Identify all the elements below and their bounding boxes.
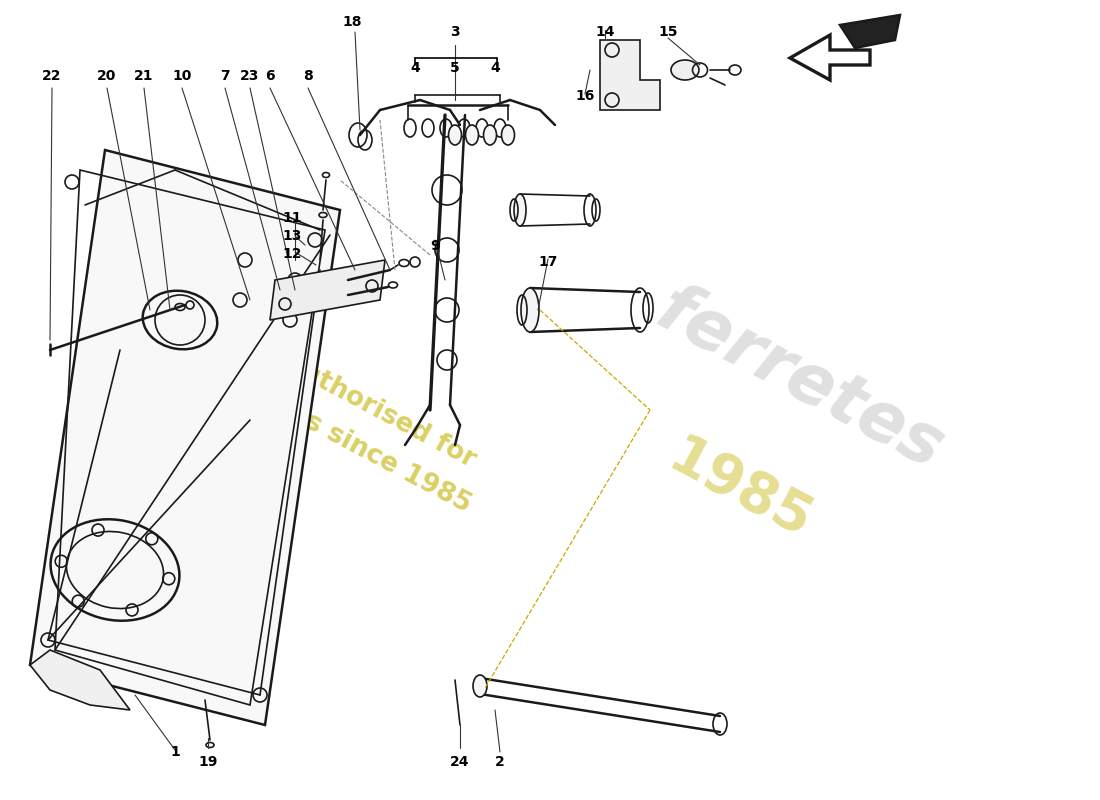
Ellipse shape [484,125,496,145]
Text: 22: 22 [42,69,62,83]
Ellipse shape [521,288,539,332]
Text: 12: 12 [283,247,301,261]
Text: 21: 21 [134,69,154,83]
Polygon shape [30,150,340,725]
Ellipse shape [671,60,698,80]
Text: 4: 4 [491,61,499,75]
Text: 7: 7 [220,69,230,83]
Text: 3: 3 [450,25,460,39]
Text: 1: 1 [170,745,180,759]
Ellipse shape [502,125,515,145]
Text: 10: 10 [173,69,191,83]
Ellipse shape [473,675,487,697]
Text: 17: 17 [538,255,558,269]
Text: 16: 16 [575,89,595,103]
Text: 24: 24 [450,755,470,769]
Text: 9: 9 [430,239,440,253]
Text: 23: 23 [240,69,260,83]
Text: 4: 4 [410,61,420,75]
Text: 15: 15 [658,25,678,39]
Text: 1985: 1985 [659,430,821,550]
Polygon shape [840,15,900,48]
Text: 8: 8 [304,69,312,83]
Ellipse shape [449,125,462,145]
Ellipse shape [465,125,478,145]
Text: 11: 11 [283,211,301,225]
Polygon shape [600,40,660,110]
Text: 6: 6 [265,69,275,83]
Text: ferretes: ferretes [646,277,955,483]
Polygon shape [270,260,385,320]
Text: 20: 20 [97,69,117,83]
Polygon shape [30,650,130,710]
Text: 13: 13 [283,229,301,243]
Text: authorised for
parts since 1985: authorised for parts since 1985 [245,342,495,518]
Text: 2: 2 [495,755,505,769]
Text: 5: 5 [450,61,460,75]
Ellipse shape [514,194,526,226]
Text: 14: 14 [595,25,615,39]
Text: 19: 19 [198,755,218,769]
Text: 18: 18 [342,15,362,29]
